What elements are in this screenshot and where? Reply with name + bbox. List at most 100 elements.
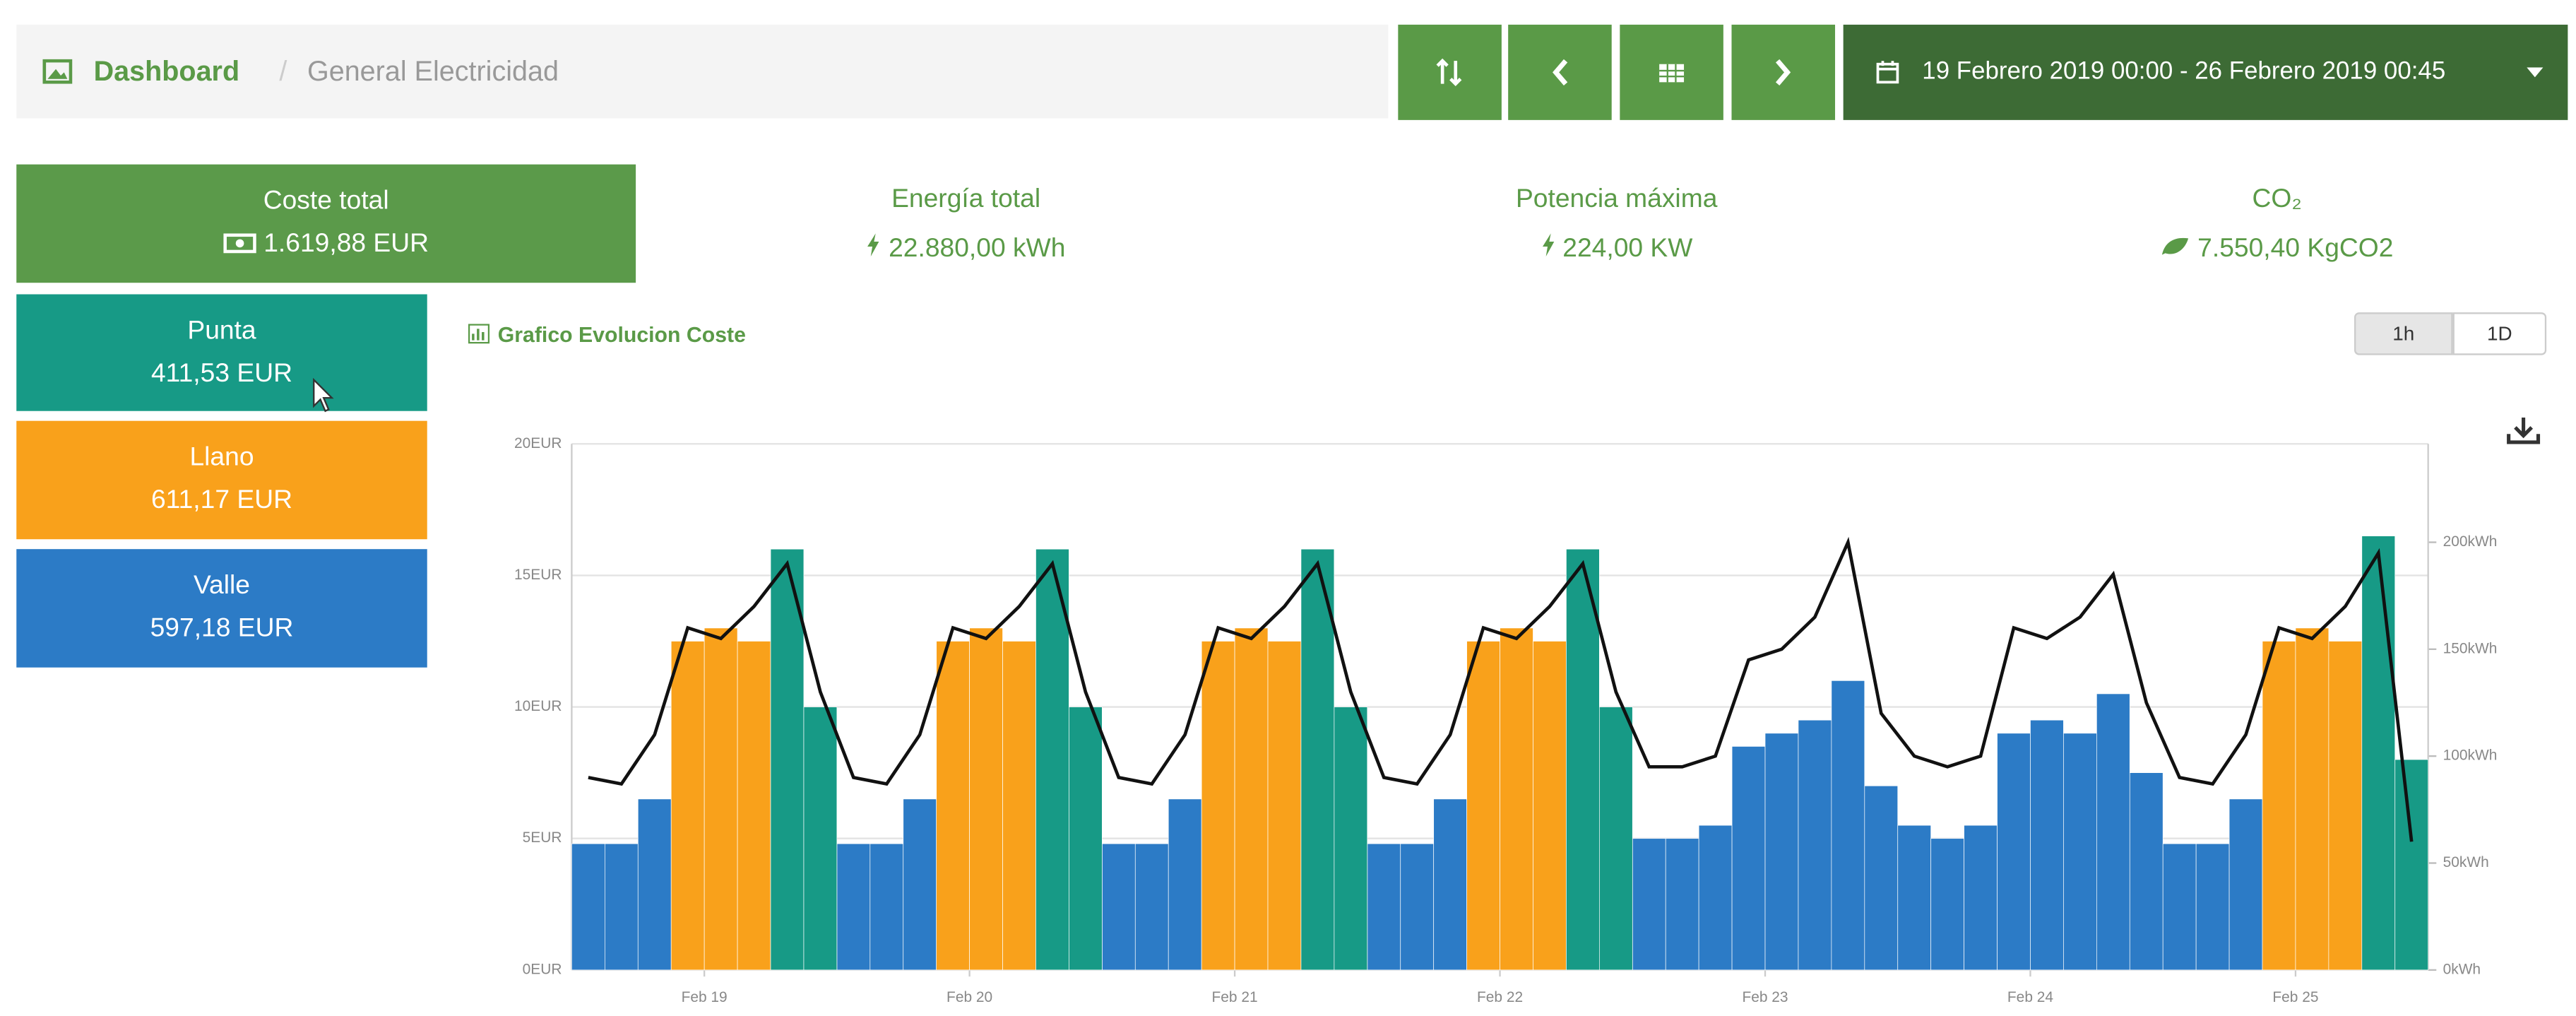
bar — [1433, 798, 1467, 971]
bar — [1566, 548, 1600, 971]
card-value: 611,17 EUR — [150, 486, 292, 515]
bar — [1069, 707, 1103, 971]
bar — [2328, 641, 2363, 971]
bar — [1731, 746, 1766, 971]
y2-tick-label: 150kWh — [2443, 640, 2498, 656]
stat-value: 22.880,00 kWh — [889, 235, 1066, 264]
bar — [2295, 627, 2329, 971]
bar — [704, 627, 738, 971]
stat-value: 7.550,40 KgCO2 — [2197, 235, 2394, 264]
next-button[interactable] — [1731, 24, 1836, 120]
x-tick-label: Feb 21 — [1212, 989, 1258, 1005]
stat-value: 224,00 KW — [1562, 235, 1693, 264]
date-range-text: 19 Febrero 2019 00:00 - 26 Febrero 2019 … — [1922, 57, 2446, 85]
y-tick-label: 15EUR — [514, 567, 562, 583]
bar — [2228, 798, 2263, 971]
bar — [1897, 825, 1932, 971]
x-tick-label: Feb 23 — [1742, 989, 1788, 1005]
previous-button[interactable] — [1508, 24, 1612, 120]
bar — [1168, 798, 1202, 971]
bar — [836, 843, 871, 971]
llano-card[interactable]: Llano 611,17 EUR — [16, 420, 427, 540]
breadcrumb-separator: / — [279, 56, 287, 88]
bar — [1134, 843, 1169, 971]
stat-label: Energía total — [891, 185, 1041, 214]
bar — [2063, 733, 2097, 971]
bar — [1997, 733, 2031, 971]
bar — [571, 843, 605, 971]
total-cost-card: Coste total 1.619,88 EUR — [16, 164, 636, 283]
bar — [1864, 785, 1899, 971]
bar — [936, 641, 970, 971]
bar — [969, 627, 1003, 971]
bar — [1964, 825, 1998, 971]
bar — [1400, 843, 1435, 971]
download-button[interactable] — [2504, 414, 2544, 447]
breadcrumb-home[interactable]: Dashboard — [93, 56, 240, 88]
calendar-grid-button[interactable] — [1620, 24, 1723, 120]
range-1h-button[interactable]: 1h — [2354, 312, 2453, 355]
bar — [637, 798, 672, 971]
bar — [2096, 693, 2130, 971]
bar — [2262, 641, 2296, 971]
x-tick-label: Feb 25 — [2272, 989, 2318, 1005]
y2-tick-label: 200kWh — [2443, 533, 2498, 550]
bar — [1267, 641, 1302, 971]
energy-line — [588, 536, 2414, 842]
x-tick-label: Feb 24 — [2007, 989, 2053, 1005]
card-value: 411,53 EUR — [150, 360, 292, 389]
y2-tick-label: 100kWh — [2443, 748, 2498, 764]
y-tick-label: 5EUR — [523, 829, 562, 846]
bar — [737, 641, 771, 971]
bar — [1035, 548, 1069, 971]
bar — [2030, 719, 2064, 971]
bar — [903, 798, 937, 971]
valle-card[interactable]: Valle 597,18 EUR — [16, 549, 427, 668]
bar — [1002, 641, 1036, 971]
punta-card[interactable]: Punta 411,53 EUR — [16, 294, 427, 411]
card-value: 1.619,88 EUR — [263, 230, 429, 259]
bar — [2394, 759, 2429, 971]
y2-tick-label: 0kWh — [2443, 961, 2481, 977]
card-label: Llano — [189, 444, 254, 472]
stat-label: CO₂ — [2252, 185, 2302, 214]
power-stat: Potencia máxima 224,00 KW — [1370, 176, 1863, 275]
range-1d-button[interactable]: 1D — [2452, 312, 2547, 355]
bar — [803, 707, 838, 971]
sort-button[interactable] — [1398, 24, 1502, 120]
bar — [1665, 838, 1699, 971]
bar — [1598, 707, 1633, 971]
y2-tick-label: 50kWh — [2443, 854, 2489, 870]
bar — [1533, 641, 1567, 971]
x-tick-label: Feb 20 — [946, 989, 992, 1005]
x-tick-label: Feb 22 — [1477, 989, 1523, 1005]
bar — [1201, 641, 1235, 971]
y-tick-label: 0EUR — [523, 961, 562, 977]
card-label: Punta — [187, 317, 256, 345]
chart-title: Grafico Evolucion Coste — [497, 322, 746, 347]
bar — [1500, 627, 1533, 971]
bar — [1698, 825, 1733, 971]
bar — [869, 843, 904, 971]
bar — [1234, 627, 1269, 971]
card-label: Valle — [193, 572, 250, 601]
bar — [2162, 843, 2197, 971]
bar — [604, 843, 639, 971]
bar — [1367, 843, 1401, 971]
bar — [1764, 733, 1799, 971]
y-tick-label: 20EUR — [514, 435, 562, 451]
date-range-picker[interactable]: 19 Febrero 2019 00:00 - 26 Febrero 2019 … — [1843, 24, 2568, 120]
card-value: 597,18 EUR — [150, 615, 294, 643]
y-tick-label: 10EUR — [514, 698, 562, 714]
breadcrumb-page: General Electricidad — [307, 56, 559, 88]
image-icon — [42, 59, 73, 84]
energy-stat: Energía total 22.880,00 kWh — [720, 176, 1213, 275]
bar — [1300, 548, 1335, 971]
x-tick-label: Feb 19 — [682, 989, 728, 1005]
bar — [1101, 843, 1136, 971]
bar — [770, 548, 805, 971]
mouse-cursor — [313, 378, 334, 413]
bar — [670, 641, 705, 971]
